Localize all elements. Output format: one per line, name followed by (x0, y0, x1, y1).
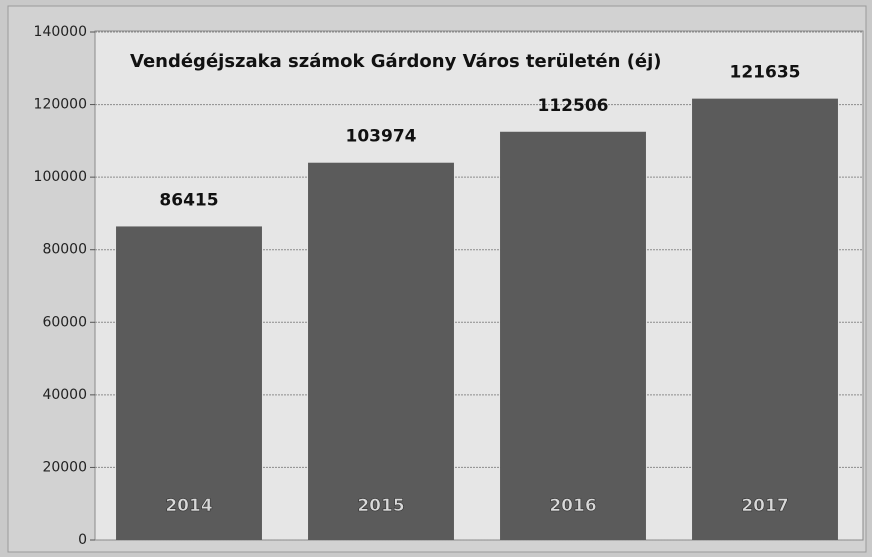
x-tick-label: 2017 (741, 496, 788, 516)
bar (116, 226, 262, 540)
bar (500, 131, 646, 540)
data-label: 121635 (730, 63, 801, 83)
bar (692, 98, 838, 540)
data-label: 86415 (159, 190, 218, 210)
y-tick-label: 140000 (34, 24, 87, 40)
y-tick-label: 60000 (42, 314, 87, 330)
x-tick-label: 2016 (549, 496, 596, 516)
y-tick-label: 0 (78, 532, 87, 548)
y-tick-label: 20000 (42, 459, 87, 475)
y-tick-label: 100000 (34, 169, 87, 185)
bar (308, 162, 454, 541)
y-tick-label: 40000 (42, 387, 87, 403)
y-tick-label: 80000 (42, 242, 87, 258)
y-tick-label: 120000 (34, 97, 87, 113)
x-tick-label: 2015 (357, 496, 404, 516)
data-label: 112506 (538, 96, 609, 116)
chart-title: Vendégéjszaka számok Gárdony Város terül… (130, 51, 662, 72)
data-label: 103974 (346, 127, 417, 147)
x-tick-label: 2014 (165, 496, 212, 516)
